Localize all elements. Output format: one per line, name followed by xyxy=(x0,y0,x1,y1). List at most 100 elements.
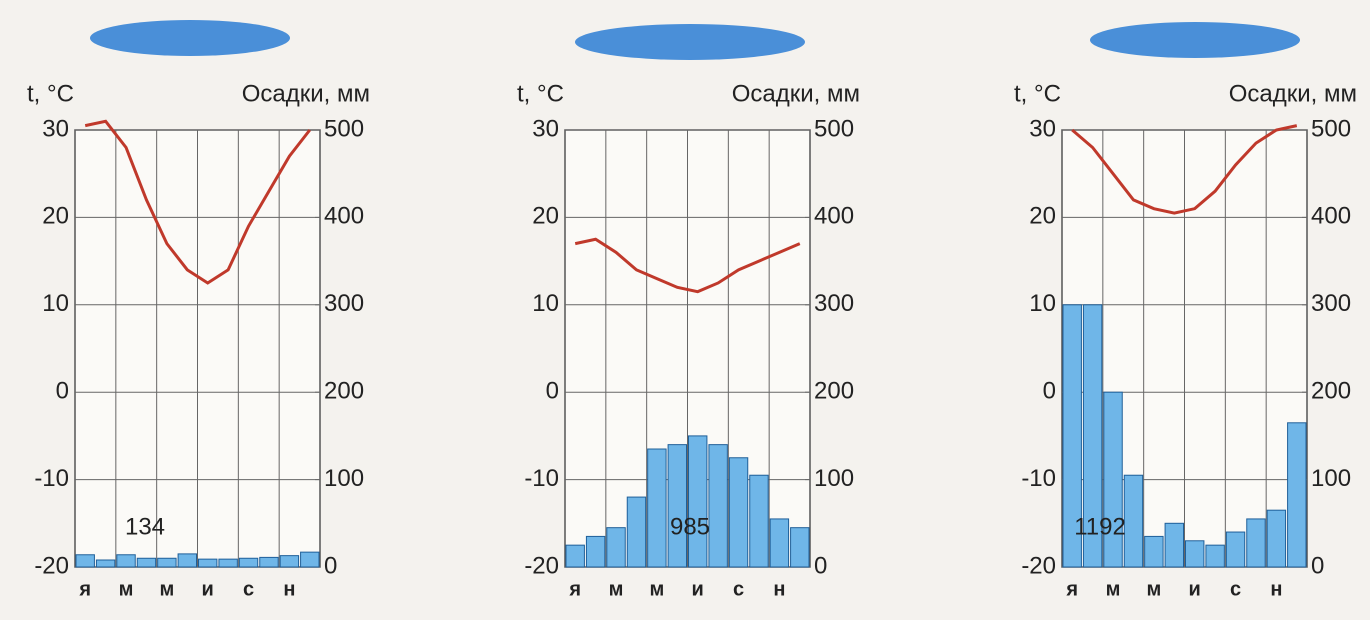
bar xyxy=(708,444,728,568)
x-tick-label: я xyxy=(568,578,581,600)
y-tick-label: 0 xyxy=(1043,378,1056,405)
y-tick-label: -10 xyxy=(524,465,559,492)
y-tick-label: -20 xyxy=(524,552,559,579)
bar xyxy=(1082,304,1103,568)
y-tick-label: -20 xyxy=(1021,552,1056,579)
x-tick-label: и xyxy=(692,578,704,600)
y-axis-title: t, °C xyxy=(1014,80,1061,107)
bar xyxy=(279,555,300,568)
bar xyxy=(1103,391,1123,568)
temperature-line xyxy=(84,119,311,285)
x-tick-label: м xyxy=(609,578,624,600)
y2-tick-label: 300 xyxy=(1311,290,1351,317)
x-tick-label: м xyxy=(649,578,664,600)
x-tick-label: я xyxy=(1065,578,1078,600)
y2-tick-label: 200 xyxy=(814,378,854,405)
y-axis-title: t, °C xyxy=(517,80,564,107)
x-tick-label: н xyxy=(1270,578,1282,600)
y2-tick-label: 200 xyxy=(1311,378,1351,405)
x-tick-label: я xyxy=(78,578,91,600)
bar xyxy=(1144,535,1164,568)
bar xyxy=(728,457,749,568)
y-tick-label: -10 xyxy=(34,465,69,492)
temperature-line xyxy=(574,237,801,294)
y-tick-label: 10 xyxy=(532,290,559,317)
y2-tick-label: 200 xyxy=(324,378,364,405)
x-tick-label: м xyxy=(159,578,174,600)
x-tick-label: м xyxy=(1106,578,1121,600)
clouds xyxy=(90,20,1300,60)
cloud xyxy=(90,20,290,56)
bar xyxy=(75,554,95,568)
y2-tick-label: 400 xyxy=(324,203,364,230)
cloud xyxy=(1090,22,1300,58)
y-tick-label: 20 xyxy=(532,203,559,230)
y-tick-label: 0 xyxy=(56,378,69,405)
bar xyxy=(238,557,259,568)
cloud xyxy=(575,24,805,60)
bar xyxy=(116,554,136,568)
bar xyxy=(218,558,238,568)
x-tick-label: с xyxy=(243,578,254,600)
y-tick-label: 30 xyxy=(1029,115,1056,142)
bar xyxy=(157,557,177,568)
bar xyxy=(769,518,790,568)
y2-tick-label: 0 xyxy=(324,552,337,579)
y2-axis-title: Осадки, мм xyxy=(242,80,370,107)
y2-tick-label: 300 xyxy=(814,290,854,317)
bar xyxy=(1225,531,1246,568)
y2-tick-label: 100 xyxy=(324,465,364,492)
bar xyxy=(1123,474,1144,568)
bar xyxy=(136,557,157,568)
bar xyxy=(1205,544,1225,568)
bar xyxy=(259,556,279,568)
y-tick-label: 10 xyxy=(42,290,69,317)
bar xyxy=(1185,540,1205,568)
bar xyxy=(585,535,606,568)
y2-tick-label: 500 xyxy=(1311,115,1351,142)
y-tick-label: 20 xyxy=(1029,203,1056,230)
y-tick-label: 30 xyxy=(42,115,69,142)
bar xyxy=(647,448,667,568)
temperature-line xyxy=(1071,124,1298,215)
x-tick-label: и xyxy=(202,578,214,600)
bar xyxy=(1062,304,1082,568)
y2-tick-label: 0 xyxy=(814,552,827,579)
y2-axis-title: Осадки, мм xyxy=(732,80,860,107)
bar xyxy=(606,527,626,568)
y2-tick-label: 0 xyxy=(1311,552,1324,579)
y-tick-label: -20 xyxy=(34,552,69,579)
x-tick-label: с xyxy=(733,578,744,600)
y-tick-label: 0 xyxy=(546,378,559,405)
y2-tick-label: 300 xyxy=(324,290,364,317)
bar xyxy=(95,559,116,568)
y2-tick-label: 500 xyxy=(814,115,854,142)
x-tick-label: и xyxy=(1189,578,1201,600)
x-tick-label: м xyxy=(119,578,134,600)
y2-tick-label: 100 xyxy=(1311,465,1351,492)
y-tick-label: 20 xyxy=(42,203,69,230)
bar xyxy=(688,435,708,568)
y-tick-label: -10 xyxy=(1021,465,1056,492)
bar xyxy=(667,444,687,568)
bar xyxy=(1246,518,1266,568)
x-tick-label: н xyxy=(283,578,295,600)
bar xyxy=(300,551,320,568)
bar xyxy=(790,527,810,568)
y2-tick-label: 500 xyxy=(324,115,364,142)
y-axis-title: t, °C xyxy=(27,80,74,107)
x-tick-label: м xyxy=(1146,578,1161,600)
y2-tick-label: 100 xyxy=(814,465,854,492)
bar xyxy=(198,558,218,568)
y-tick-label: 10 xyxy=(1029,290,1056,317)
annotation: 134 xyxy=(125,513,165,540)
bar xyxy=(749,474,769,568)
bar xyxy=(626,496,647,568)
bar xyxy=(1287,422,1307,568)
bar xyxy=(177,553,197,568)
y2-tick-label: 400 xyxy=(1311,203,1351,230)
annotation: 985 xyxy=(670,513,710,540)
annotation: 1192 xyxy=(1074,513,1126,540)
bar xyxy=(565,544,585,568)
